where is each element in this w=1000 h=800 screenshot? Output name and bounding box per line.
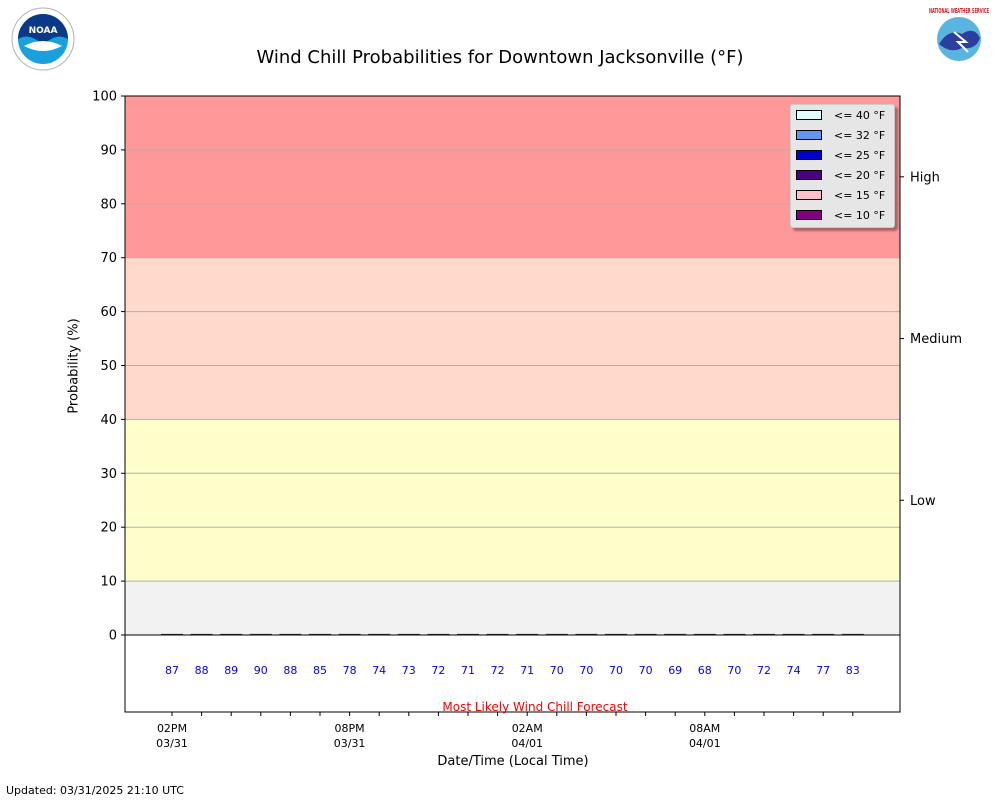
legend-swatch (796, 150, 822, 160)
most-likely-value: 72 (431, 664, 445, 677)
x-tick-label-time: 02AM (512, 722, 543, 735)
legend-label: <= 32 °F (834, 128, 886, 142)
x-tick-label-time: 08PM (335, 722, 365, 735)
most-likely-value: 78 (343, 664, 357, 677)
legend-swatch (796, 110, 822, 120)
axes (124, 95, 901, 713)
x-tick-label-date: 03/31 (334, 737, 366, 750)
legend-item: <= 32 °F (796, 128, 885, 142)
nws-logo-text: NATIONAL WEATHER SERVICE (929, 7, 989, 15)
most-likely-value: 83 (846, 664, 860, 677)
band (125, 419, 900, 582)
legend-item: <= 10 °F (796, 208, 885, 222)
x-tick-labels: 02PM 03/31 08PM 03/31 02AM 04/01 08AM 04/01 (156, 712, 854, 750)
updated-timestamp: Updated: 03/31/2025 21:10 UTC (6, 784, 184, 797)
legend-item: <= 25 °F (796, 148, 885, 162)
y-tick-label: 90 (100, 143, 117, 158)
most-likely-value: 71 (520, 664, 534, 677)
most-likely-value: 71 (461, 664, 475, 677)
grid-lines (125, 149, 900, 582)
plot-frame (124, 95, 901, 713)
probability-bands (125, 96, 900, 635)
y-tick-label: 80 (100, 197, 117, 212)
most-likely-value: 73 (402, 664, 416, 677)
legend-swatch (796, 130, 822, 140)
most-likely-value: 72 (757, 664, 771, 677)
x-tick-label-date: 04/01 (689, 737, 721, 750)
most-likely-value: 70 (609, 664, 623, 677)
legend-swatch (796, 210, 822, 220)
noaa-logo-text: NOAA (29, 26, 58, 36)
x-tick-label-date: 03/31 (156, 737, 188, 750)
y-tick-label: 60 (100, 305, 117, 320)
most-likely-values: 87 88 89 90 88 85 78 74 73 72 71 72 71 70 70 70 70 69 68 70… (165, 664, 860, 714)
most-likely-value: 77 (816, 664, 830, 677)
y-tick-label: 0 (109, 629, 117, 644)
most-likely-value: 72 (491, 664, 505, 677)
right-axis-label: Low (910, 494, 936, 509)
most-likely-value: 70 (639, 664, 653, 677)
legend-swatch (796, 170, 822, 180)
chart-title: Wind Chill Probabilities for Downtown Ja… (256, 47, 744, 68)
most-likely-value: 85 (313, 664, 327, 677)
y-tick-label: 30 (100, 467, 117, 482)
most-likely-label: Most Likely Wind Chill Forecast (442, 700, 627, 714)
noaa-logo: NOAA (10, 6, 76, 76)
most-likely-value: 70 (550, 664, 564, 677)
legend: <= 40 °F <= 32 °F <= 25 °F <= 20 °F <= 15 °F… (790, 104, 895, 228)
x-tick-label-date: 04/01 (511, 737, 543, 750)
right-axis-label: High (910, 170, 940, 185)
most-likely-value: 88 (283, 664, 297, 677)
band (125, 581, 900, 635)
x-tick-label-time: 08AM (689, 722, 720, 735)
legend-item: <= 40 °F (796, 108, 885, 122)
most-likely-value: 74 (787, 664, 801, 677)
most-likely-value: 88 (195, 664, 209, 677)
y-tick-label: 40 (100, 413, 117, 428)
y-tick-label: 10 (100, 575, 117, 590)
legend-item: <= 20 °F (796, 168, 885, 182)
x-axis-label: Date/Time (Local Time) (437, 754, 589, 769)
y-tick-label: 100 (92, 90, 117, 105)
legend-label: <= 15 °F (834, 188, 886, 202)
most-likely-value: 87 (165, 664, 179, 677)
nws-logo: NATIONAL WEATHER SERVICE (924, 4, 994, 78)
y-tick-label: 20 (100, 521, 117, 536)
right-axis-labels: Low Medium High (900, 170, 962, 509)
right-axis-label: Medium (910, 332, 962, 347)
most-likely-value: 70 (579, 664, 593, 677)
legend-swatch (796, 190, 822, 200)
band (125, 96, 900, 258)
legend-label: <= 40 °F (834, 108, 886, 122)
most-likely-value: 69 (668, 664, 682, 677)
band (125, 257, 900, 420)
most-likely-value: 68 (698, 664, 712, 677)
legend-label: <= 20 °F (834, 168, 886, 182)
most-likely-value: 74 (372, 664, 386, 677)
legend-item: <= 15 °F (796, 188, 885, 202)
y-tick-labels: 0 10 20 30 40 50 60 70 80 90 100 (92, 90, 125, 644)
most-likely-value: 89 (224, 664, 238, 677)
legend-label: <= 25 °F (834, 148, 886, 162)
most-likely-value: 70 (727, 664, 741, 677)
most-likely-value: 90 (254, 664, 268, 677)
legend-label: <= 10 °F (834, 208, 886, 222)
x-tick-label-time: 02PM (157, 722, 187, 735)
y-tick-label: 70 (100, 251, 117, 266)
y-tick-label: 50 (100, 359, 117, 374)
